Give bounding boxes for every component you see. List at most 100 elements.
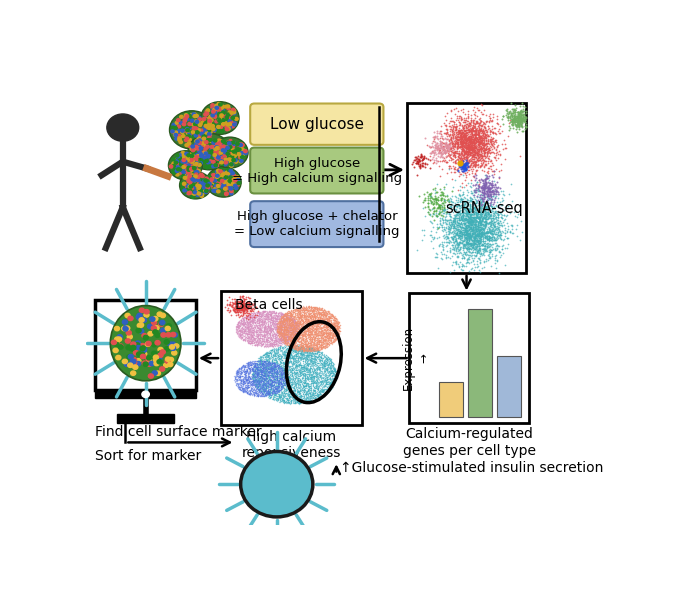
Point [299, 310, 310, 320]
Point [438, 143, 449, 153]
Point [457, 129, 468, 139]
Point [497, 241, 508, 251]
Point [323, 359, 334, 368]
Point [250, 385, 261, 395]
Point [274, 310, 285, 319]
Point [275, 314, 286, 324]
Circle shape [243, 150, 247, 152]
Point [466, 145, 477, 155]
Point [256, 339, 267, 349]
Point [262, 373, 273, 383]
Point [235, 371, 246, 381]
Point [243, 312, 254, 321]
Point [263, 387, 274, 396]
Point [445, 167, 456, 176]
Point [256, 364, 266, 373]
Point [469, 110, 480, 120]
Point [289, 324, 300, 334]
Point [260, 336, 271, 345]
Point [312, 332, 323, 342]
Point [271, 324, 282, 333]
Point [296, 305, 307, 314]
Point [269, 394, 280, 404]
Point [249, 316, 260, 325]
Point [315, 309, 326, 319]
Point [484, 252, 495, 261]
Point [454, 126, 465, 136]
Point [236, 332, 247, 342]
Point [325, 310, 336, 319]
Point [285, 325, 296, 335]
Point [300, 337, 311, 347]
Point [320, 316, 331, 325]
Point [278, 371, 289, 381]
Point [262, 327, 273, 337]
Point [460, 130, 471, 139]
Point [464, 225, 475, 235]
Point [434, 162, 445, 171]
Point [243, 321, 254, 330]
Point [254, 313, 265, 323]
Point [242, 320, 253, 330]
Point [311, 360, 322, 369]
Point [264, 380, 275, 389]
Point [295, 311, 306, 320]
Point [320, 337, 331, 347]
Point [282, 398, 293, 407]
Point [304, 342, 315, 351]
Point [287, 316, 298, 325]
Point [240, 329, 251, 338]
Point [288, 320, 299, 329]
Point [312, 346, 323, 356]
Point [247, 308, 258, 317]
Point [288, 327, 299, 336]
Point [440, 129, 451, 138]
Point [330, 316, 341, 325]
Point [463, 232, 474, 241]
Point [271, 320, 282, 329]
Point [273, 322, 284, 332]
Point [445, 202, 456, 211]
Point [275, 316, 286, 325]
Point [278, 373, 289, 383]
Point [275, 329, 286, 339]
Circle shape [212, 189, 215, 192]
Point [466, 169, 477, 178]
Point [478, 202, 489, 212]
Point [303, 382, 314, 392]
Point [253, 320, 264, 330]
Point [440, 229, 451, 238]
Point [290, 335, 301, 345]
Point [241, 388, 252, 397]
Point [460, 165, 471, 175]
Point [312, 303, 323, 313]
Point [471, 227, 482, 236]
Point [275, 370, 286, 379]
Point [470, 156, 481, 165]
Text: ↑Glucose-stimulated insulin secretion: ↑Glucose-stimulated insulin secretion [340, 461, 603, 475]
Point [234, 373, 245, 382]
Point [321, 315, 332, 324]
Point [232, 375, 242, 384]
Point [468, 219, 479, 229]
Point [279, 398, 290, 408]
Point [269, 358, 279, 368]
Point [266, 365, 277, 374]
Point [275, 312, 286, 322]
Point [294, 378, 305, 387]
Point [290, 305, 301, 314]
Point [274, 389, 285, 399]
Point [449, 223, 460, 232]
Point [253, 337, 264, 347]
Point [264, 317, 275, 327]
Point [247, 312, 258, 322]
Point [282, 353, 293, 363]
Point [259, 355, 270, 364]
Point [482, 230, 493, 239]
Point [244, 378, 255, 388]
Point [458, 196, 469, 205]
Point [312, 342, 323, 351]
Point [290, 314, 301, 324]
Point [479, 202, 490, 211]
Point [456, 139, 466, 148]
